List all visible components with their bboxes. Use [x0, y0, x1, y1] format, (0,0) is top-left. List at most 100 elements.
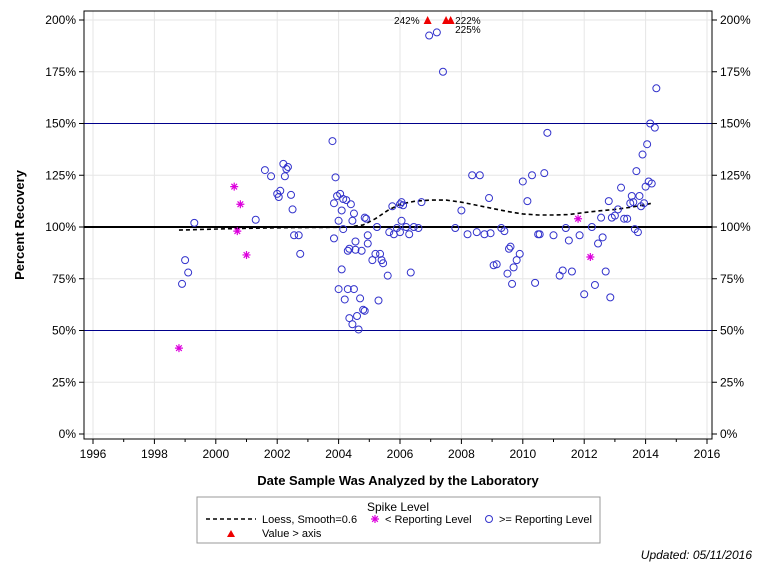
reporting-point: [376, 249, 385, 258]
y-tick-label-right: 50%: [720, 324, 744, 338]
reporting-point: [535, 230, 544, 239]
below-reporting-point: [230, 182, 239, 191]
reporting-point: [601, 267, 610, 276]
below-reporting-point: [174, 344, 183, 353]
reporting-point: [379, 259, 388, 268]
reporting-point: [328, 137, 337, 146]
reporting-point: [274, 192, 283, 201]
x-tick-label: 2008: [448, 447, 475, 461]
legend-title: Spike Level: [367, 500, 429, 514]
reporting-point: [359, 305, 368, 314]
reporting-point: [512, 256, 521, 265]
reporting-point: [337, 265, 346, 274]
reporting-point: [385, 228, 394, 237]
y-tick-label-right: 150%: [720, 117, 751, 131]
reporting-point: [388, 202, 397, 211]
reporting-point: [294, 231, 303, 240]
reporting-point: [351, 245, 360, 254]
reporting-point: [405, 230, 414, 239]
reporting-point: [349, 285, 358, 294]
reporting-point: [251, 215, 260, 224]
reporting-point: [485, 194, 494, 203]
data-marks: [174, 16, 661, 353]
reporting-point: [184, 268, 193, 277]
reporting-point: [368, 256, 377, 265]
below-reporting-point: [236, 200, 245, 209]
reporting-point: [282, 165, 291, 174]
reporting-point: [558, 266, 567, 275]
reporting-point: [504, 244, 513, 253]
reporting-point: [635, 191, 644, 200]
reporting-point: [650, 123, 659, 132]
reporting-point: [329, 234, 338, 243]
reporting-point: [342, 196, 351, 205]
reporting-point: [523, 197, 532, 206]
reporting-point: [406, 268, 415, 277]
reporting-point: [438, 67, 447, 76]
reporting-point: [457, 206, 466, 215]
reporting-point: [348, 320, 357, 329]
y-tick-label-right: 200%: [720, 13, 751, 27]
reporting-point: [643, 140, 652, 149]
reporting-point: [340, 295, 349, 304]
reporting-point: [613, 205, 622, 214]
y-tick-label-right: 0%: [720, 427, 738, 441]
reporting-point: [334, 285, 343, 294]
x-tick-label: 2010: [509, 447, 536, 461]
reporting-point: [283, 162, 292, 171]
reporting-point: [287, 190, 296, 199]
reporting-point: [561, 224, 570, 233]
reporting-point: [329, 199, 338, 208]
reporting-point: [260, 166, 269, 175]
reporting-point: [590, 280, 599, 289]
reporting-point: [337, 206, 346, 215]
reporting-point: [610, 211, 619, 220]
reporting-point: [362, 214, 371, 223]
reporting-point: [597, 213, 606, 222]
annotation-label: 242%: [394, 16, 420, 27]
reporting-point: [178, 279, 187, 288]
over-axis-annotations: 242% 222%225%: [394, 16, 481, 36]
reporting-point: [500, 227, 509, 236]
reporting-point: [383, 271, 392, 280]
y-axis-title: Percent Recovery: [12, 169, 27, 280]
y-tick-label-right: 75%: [720, 272, 744, 286]
legend: Spike Level Loess, Smooth=0.6 < Reportin…: [196, 496, 601, 544]
x-tick-label: 1998: [141, 447, 168, 461]
reporting-point: [346, 200, 355, 209]
y-tick-label: 150%: [45, 117, 76, 131]
reporting-point: [492, 260, 501, 269]
reporting-point: [575, 231, 584, 240]
reporting-point: [620, 214, 629, 223]
y-tick-label: 50%: [52, 324, 76, 338]
reporting-point: [475, 171, 484, 180]
x-tick-label: 2002: [264, 447, 291, 461]
reporting-point: [549, 231, 558, 240]
reporting-point: [540, 169, 549, 178]
below-reporting-point: [574, 214, 583, 223]
plot-frame: [83, 10, 713, 440]
updated-date: Updated: 05/11/2016: [640, 548, 752, 562]
x-tick-label: 2014: [632, 447, 659, 461]
reporting-point: [371, 249, 380, 258]
loess-line: [178, 199, 652, 231]
x-tick-label: 2006: [387, 447, 414, 461]
reporting-point: [567, 267, 576, 276]
reporting-point: [647, 179, 656, 188]
y-tick-label: 175%: [45, 65, 76, 79]
reporting-point: [357, 246, 366, 255]
y-tick-label: 200%: [45, 13, 76, 27]
reporting-point: [503, 269, 512, 278]
annotation-label: 222%: [455, 16, 481, 27]
reporting-point: [506, 242, 515, 251]
y-tick-label-right: 25%: [720, 375, 744, 389]
legend-loess-label: Loess, Smooth=0.6: [262, 514, 357, 526]
axes: 0% 0% 25% 25% 50% 50% 75% 75% 100% 100% 125% 125% 15…: [45, 13, 751, 461]
y-tick-label: 100%: [45, 220, 76, 234]
reporting-point: [632, 167, 641, 176]
x-tick-label: 1996: [80, 447, 107, 461]
x-tick-label: 2012: [571, 447, 598, 461]
reporting-point: [280, 172, 289, 181]
reporting-point: [343, 246, 352, 255]
reporting-point: [349, 209, 358, 218]
